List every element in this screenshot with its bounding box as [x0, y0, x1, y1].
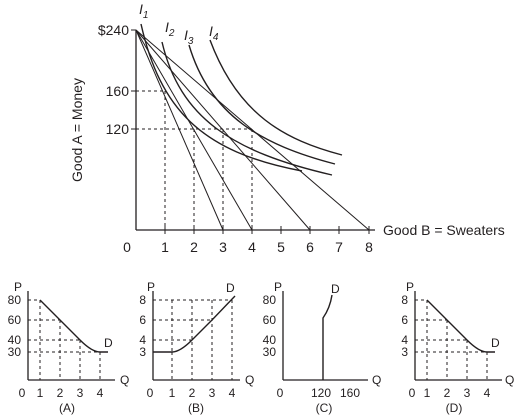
panel-a-x-label: Q: [120, 373, 129, 387]
panel-b-y-4: 4: [139, 333, 146, 347]
panel-d-y-3: 3: [401, 345, 408, 359]
y-tick-label-240: $240: [98, 22, 129, 38]
panel-d-x-3: 3: [464, 386, 471, 400]
panel-c-demand-curve: [322, 294, 333, 380]
panel-a-x-0: 0: [19, 386, 26, 400]
y-axis-title: Good A = Money: [69, 78, 85, 182]
panel-d-x-label: Q: [505, 373, 514, 387]
panel-c-curve-label: D: [331, 282, 340, 296]
panel-d-x-0: 0: [409, 386, 416, 400]
panel-c: P Q 80 60 40 30 D 0 120 160 (C): [263, 280, 382, 415]
panel-d-y-8: 8: [401, 293, 408, 307]
panel-a: P Q 80 60 40 30 D 0 1 2 3 4 (A): [8, 280, 130, 415]
panel-d-curve-label: D: [491, 336, 500, 350]
indifference-curve-4: [209, 39, 343, 156]
y-tick-label-160: 160: [106, 83, 130, 99]
budget-line-8: [135, 29, 370, 231]
panel-a-y-80: 80: [8, 293, 22, 307]
panel-d: P Q 8 6 4 3 D 0 1 2 3 4 (D): [401, 280, 514, 415]
x-tick-label-1: 1: [161, 239, 169, 255]
panel-b: P Q 8 6 4 3 D 0 1 2 3 4 (B): [139, 280, 254, 415]
panel-c-x-160: 160: [340, 386, 360, 400]
budget-line-6: [135, 29, 311, 231]
panel-b-y-6: 6: [139, 313, 146, 327]
panel-a-x-4: 4: [97, 386, 104, 400]
curve-label-i1: I1: [139, 1, 148, 21]
panel-c-x-label: Q: [372, 373, 381, 387]
panel-a-y-30: 30: [8, 345, 22, 359]
panel-b-x-3: 3: [209, 386, 216, 400]
panel-d-x-4: 4: [484, 386, 491, 400]
budget-line-4: [135, 29, 253, 231]
panel-d-x-1: 1: [424, 386, 431, 400]
curve-label-i4: I4: [209, 23, 219, 43]
panel-c-y-40: 40: [263, 333, 277, 347]
curve-label-i3: I3: [184, 27, 194, 47]
panel-d-x-2: 2: [444, 386, 451, 400]
panel-a-y-40: 40: [8, 333, 22, 347]
x-tick-label-5: 5: [277, 239, 285, 255]
panel-b-caption: (B): [188, 401, 204, 415]
panel-c-y-label: P: [274, 280, 282, 294]
panel-c-y-80: 80: [263, 293, 277, 307]
indifference-curve-3: [188, 44, 336, 165]
panel-a-y-label: P: [14, 280, 22, 294]
main-graph: $240 160 120 0 1 2 3 4 5 6 7 8 Good B = …: [69, 1, 505, 255]
panel-d-y-label: P: [406, 280, 414, 294]
panel-b-y-3: 3: [139, 345, 146, 359]
x-tick-label-2: 2: [190, 239, 198, 255]
panel-d-caption: (D): [446, 401, 463, 415]
curve-label-i2: I2: [165, 19, 175, 39]
panel-a-x-3: 3: [77, 386, 84, 400]
x-tick-label-8: 8: [365, 239, 373, 255]
indifference-curve-2: [161, 41, 333, 176]
panel-c-caption: (C): [316, 401, 333, 415]
panel-c-y-30: 30: [263, 345, 277, 359]
panel-b-curve-label: D: [226, 281, 235, 295]
budget-line-3: [135, 29, 224, 231]
panel-b-x-label: Q: [245, 373, 254, 387]
x-tick-label-6: 6: [306, 239, 314, 255]
panel-b-y-8: 8: [139, 293, 146, 307]
panel-b-demand-curve: [153, 295, 236, 353]
x-axis-title: Good B = Sweaters: [383, 222, 505, 238]
panel-d-y-6: 6: [401, 313, 408, 327]
indifference-curve-1: [140, 23, 303, 172]
panel-b-y-label: P: [147, 280, 155, 294]
panel-a-demand-curve: [39, 299, 108, 353]
x-tick-label-3: 3: [219, 239, 227, 255]
panel-b-x-0: 0: [147, 386, 154, 400]
y-tick-label-120: 120: [106, 121, 130, 137]
panel-c-x-120: 120: [311, 386, 331, 400]
panel-a-y-60: 60: [8, 313, 22, 327]
x-tick-label-0: 0: [123, 239, 131, 255]
x-tick-label-4: 4: [248, 239, 256, 255]
panel-c-y-60: 60: [263, 313, 277, 327]
panel-a-x-2: 2: [57, 386, 64, 400]
panel-b-x-4: 4: [229, 386, 236, 400]
panel-a-curve-label: D: [104, 336, 113, 350]
x-tick-label-7: 7: [335, 239, 343, 255]
panel-b-x-1: 1: [169, 386, 176, 400]
panel-a-caption: (A): [59, 401, 75, 415]
panel-d-demand-curve: [426, 299, 495, 353]
panel-d-y-4: 4: [401, 333, 408, 347]
panel-b-x-2: 2: [189, 386, 196, 400]
panel-a-x-1: 1: [37, 386, 44, 400]
panel-c-x-0: 0: [277, 386, 284, 400]
